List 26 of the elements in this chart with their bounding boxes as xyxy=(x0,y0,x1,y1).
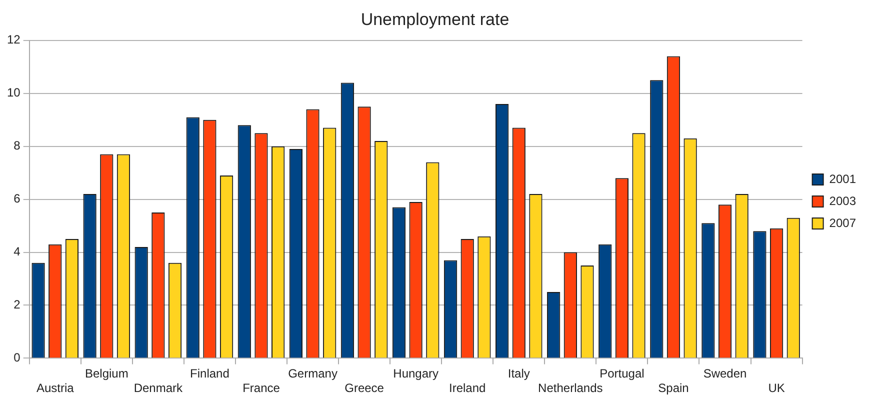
x-tick-label: Germany xyxy=(288,366,338,381)
legend-label: 2003 xyxy=(829,194,856,208)
legend-label: 2001 xyxy=(829,172,856,186)
x-tick-label: Austria xyxy=(36,381,74,396)
y-tick-label: 4 xyxy=(14,244,21,259)
x-tick-label: France xyxy=(242,381,280,396)
x-tick-label: Belgium xyxy=(84,366,128,381)
y-tick-label: 8 xyxy=(14,138,21,153)
x-tick-label: Finland xyxy=(190,366,230,381)
x-tick-label: Ireland xyxy=(449,381,486,396)
x-tick-label: Portugal xyxy=(600,366,644,381)
y-tick-label: 12 xyxy=(6,32,21,47)
y-tick-label: 6 xyxy=(14,192,21,206)
x-tick-label: Italy xyxy=(508,366,530,381)
x-tick-label: UK xyxy=(768,381,785,396)
y-tick-label: 10 xyxy=(6,86,21,100)
x-tick-label: Sweden xyxy=(703,366,747,381)
legend-label: 2007 xyxy=(829,216,856,230)
x-tick-label: Netherlands xyxy=(538,381,603,396)
x-tick-label: Greece xyxy=(344,381,384,396)
x-tick-label: Denmark xyxy=(134,381,184,396)
x-tick-label: Hungary xyxy=(393,366,439,381)
chart-title: Unemployment rate xyxy=(360,10,510,29)
x-tick-label: Spain xyxy=(658,381,689,396)
y-tick-label: 0 xyxy=(14,350,21,365)
y-tick-label: 2 xyxy=(14,298,21,312)
